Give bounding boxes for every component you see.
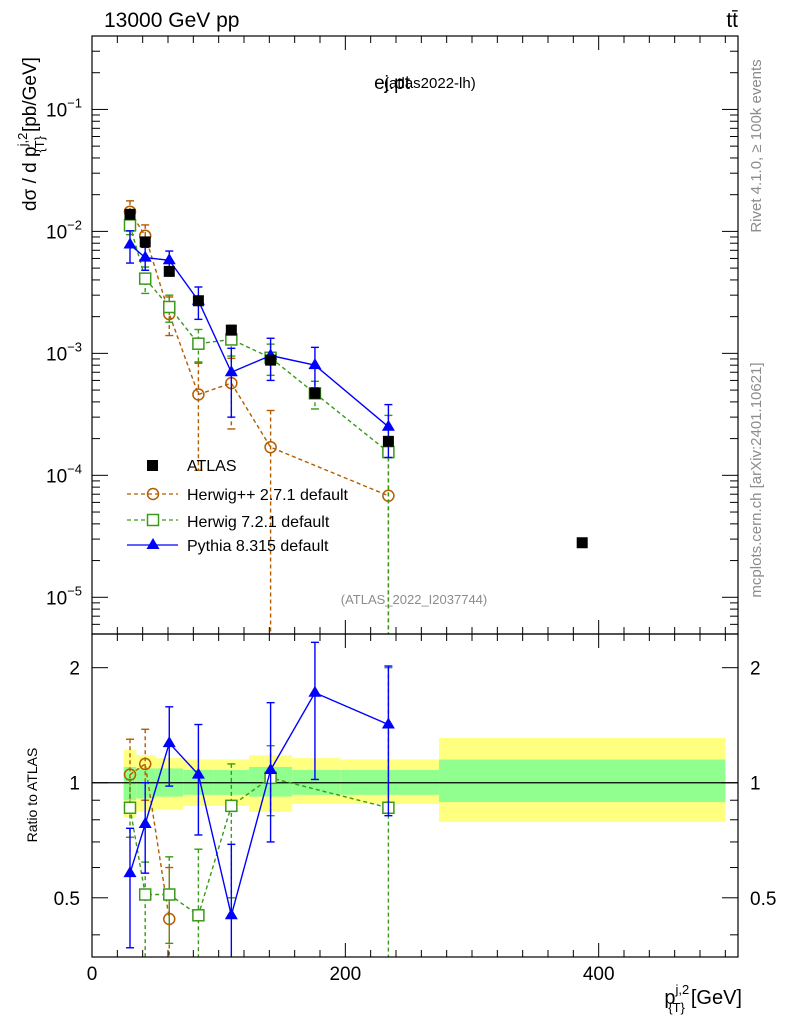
main-atlas-point-5 [265, 354, 277, 366]
ratio-uncertainty-bands [92, 737, 738, 822]
chart-subtitle: (atlas2022-lh) [384, 75, 476, 92]
ratio-pythia-8-315-default-line [129, 691, 389, 916]
main-herwig-2-7-1-default-point-3 [192, 388, 205, 401]
ratio-herwig-7-2-1-default-point-3 [192, 909, 205, 922]
rivet-label: Rivet 4.1.0, ≥ 100k events [748, 59, 765, 232]
y-tick-label-3: 10−2 [46, 217, 82, 243]
ratio-frame [91, 633, 739, 958]
legend-label-herwig7: Herwig 7.2.1 default [187, 514, 330, 531]
ratio-pythia-8-315-default-point-5 [264, 762, 278, 774]
header-left: 13000 GeV pp [104, 9, 239, 32]
main-atlas-point-6 [309, 387, 321, 399]
legend-item-atlas: ATLAS [147, 458, 237, 475]
ratio-pythia-8-315-default-point-0 [123, 866, 137, 878]
main-pythia-8-315-default-point-1 [138, 250, 152, 262]
ratio-pythia-8-315-default-series [123, 641, 395, 957]
main-atlas-point-8 [576, 537, 588, 549]
legend-label-pythia: Pythia 8.315 default [187, 538, 329, 555]
legend-marker-herwig7 [146, 513, 160, 527]
legend-item-herwig7: Herwig 7.2.1 default [127, 513, 330, 531]
main-herwig-7-2-1-default-series [123, 215, 395, 634]
legend-label-herwigpp: Herwig++ 2.7.1 default [187, 487, 349, 504]
legend-marker-atlas [147, 460, 158, 471]
ratio-tick-label-right-1: 1 [750, 774, 761, 795]
main-herwig-2-7-1-default-series [123, 200, 395, 634]
main-atlas-point-7 [382, 435, 394, 447]
ratio-tick-label-left-1: 1 [69, 774, 80, 795]
ratio-y-label: Ratio to ATLAS [24, 748, 40, 843]
main-pythia-8-315-default-point-6 [308, 358, 322, 370]
header-right: tt̄ [726, 9, 738, 32]
ratio-pythia-8-315-default-point-3 [191, 767, 205, 779]
ratio-pythia-8-315-default-point-7 [381, 717, 395, 729]
x-axis-label: pj,2 {T} [GeV] [664, 982, 742, 1015]
main-atlas-point-3 [192, 295, 204, 307]
main-herwig-7-2-1-default-point-2 [163, 300, 176, 314]
y-tick-label-1: 10−4 [46, 461, 82, 487]
ratio-pythia-8-315-default-point-1 [138, 816, 152, 828]
x-tick-label-1: 200 [329, 964, 361, 985]
ratio-herwig-7-2-1-default-point-0 [123, 801, 137, 815]
main-atlas-series [124, 208, 588, 549]
main-pythia-8-315-default-point-2 [162, 253, 176, 265]
ratio-herwig-7-2-1-default-point-2 [163, 888, 176, 901]
ratio-band-inner-8 [439, 759, 726, 803]
svg-text:dσ / d pj,2{T}[pb/GeV]: dσ / d pj,2 {T}[pb/GeV] [15, 57, 47, 211]
y-tick-label-4: 10−1 [46, 95, 82, 121]
main-herwig-7-2-1-default-line [129, 225, 389, 453]
main-pythia-8-315-default-series [123, 230, 395, 459]
y-tick-label-2: 10−3 [46, 339, 82, 365]
main-herwig-7-2-1-default-point-3 [192, 337, 205, 350]
main-pythia-8-315-default-point-7 [381, 419, 395, 431]
ratio-pythia-8-315-default-point-2 [162, 736, 176, 748]
legend-marker-herwigpp [146, 487, 160, 501]
ratio-pythia-8-315-default-point-6 [308, 685, 322, 697]
y-axis-label: dσ / d pj,2 {T}[pb/GeV] [15, 57, 47, 211]
watermark: (ATLAS_2022_I2037744) [341, 592, 487, 607]
ratio-herwig-2-7-1-default-point-1 [138, 757, 152, 771]
legend-label-atlas: ATLAS [187, 458, 237, 475]
ratio-tick-label-left-0: 0.5 [54, 889, 80, 910]
legend-item-herwigpp: Herwig++ 2.7.1 default [127, 487, 349, 504]
main-herwig-2-7-1-default-point-5 [264, 440, 277, 454]
main-herwig-7-2-1-default-point-1 [138, 272, 152, 285]
x-tick-label-2: 400 [583, 964, 615, 985]
main-pythia-8-315-default-point-0 [123, 237, 137, 249]
mcplots-label: mcplots.cern.ch [arXiv:2401.10621] [748, 362, 765, 597]
ratio-tick-label-right-0: 0.5 [750, 889, 776, 910]
main-atlas-point-1 [139, 236, 151, 248]
main-atlas-point-4 [225, 324, 237, 336]
ratio-tick-label-right-2: 2 [750, 659, 761, 680]
ratio-pythia-8-315-default-point-4 [224, 908, 238, 920]
svg-text:pj,2{T}[GeV]: pj,2 {T} [GeV] [664, 982, 742, 1015]
legend: ATLAS Herwig++ 2.7.1 default Herwig 7.2.… [127, 458, 349, 555]
main-atlas-point-2 [163, 265, 175, 277]
main-pythia-8-315-default-point-4 [224, 365, 238, 377]
ratio-tick-label-left-2: 2 [69, 659, 80, 680]
chart-title: ej.pt [374, 73, 411, 94]
main-atlas-point-0 [124, 208, 136, 220]
legend-item-pythia: Pythia 8.315 default [127, 538, 329, 555]
ratio-herwig-2-7-1-default-series [123, 728, 176, 957]
ratio-herwig-7-2-1-default-point-4 [225, 799, 238, 813]
ratio-herwig-7-2-1-default-point-1 [138, 888, 152, 901]
legend-marker-pythia [146, 538, 160, 549]
main-herwig-7-2-1-default-point-0 [123, 219, 137, 232]
x-tick-label-0: 0 [87, 964, 98, 985]
y-tick-label-0: 10−5 [46, 583, 82, 609]
